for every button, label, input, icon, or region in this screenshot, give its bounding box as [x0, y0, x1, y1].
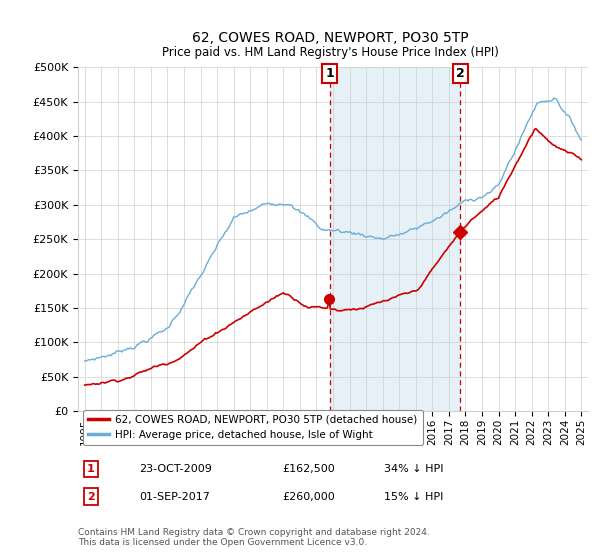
- Text: £260,000: £260,000: [282, 492, 335, 502]
- Text: 1: 1: [325, 67, 334, 80]
- Text: 15% ↓ HPI: 15% ↓ HPI: [384, 492, 443, 502]
- Text: 01-SEP-2017: 01-SEP-2017: [139, 492, 210, 502]
- Text: 23-OCT-2009: 23-OCT-2009: [139, 464, 212, 474]
- Text: £162,500: £162,500: [282, 464, 335, 474]
- Bar: [329, 67, 460, 411]
- Text: 62, COWES ROAD, NEWPORT, PO30 5TP: 62, COWES ROAD, NEWPORT, PO30 5TP: [191, 31, 469, 45]
- Text: 2: 2: [87, 492, 95, 502]
- Legend: 62, COWES ROAD, NEWPORT, PO30 5TP (detached house), HPI: Average price, detached: 62, COWES ROAD, NEWPORT, PO30 5TP (detac…: [83, 409, 423, 445]
- Text: Price paid vs. HM Land Registry's House Price Index (HPI): Price paid vs. HM Land Registry's House …: [161, 46, 499, 59]
- Text: 34% ↓ HPI: 34% ↓ HPI: [384, 464, 443, 474]
- Text: 2: 2: [455, 67, 464, 80]
- Text: Contains HM Land Registry data © Crown copyright and database right 2024.
This d: Contains HM Land Registry data © Crown c…: [78, 528, 430, 548]
- Text: 1: 1: [87, 464, 95, 474]
